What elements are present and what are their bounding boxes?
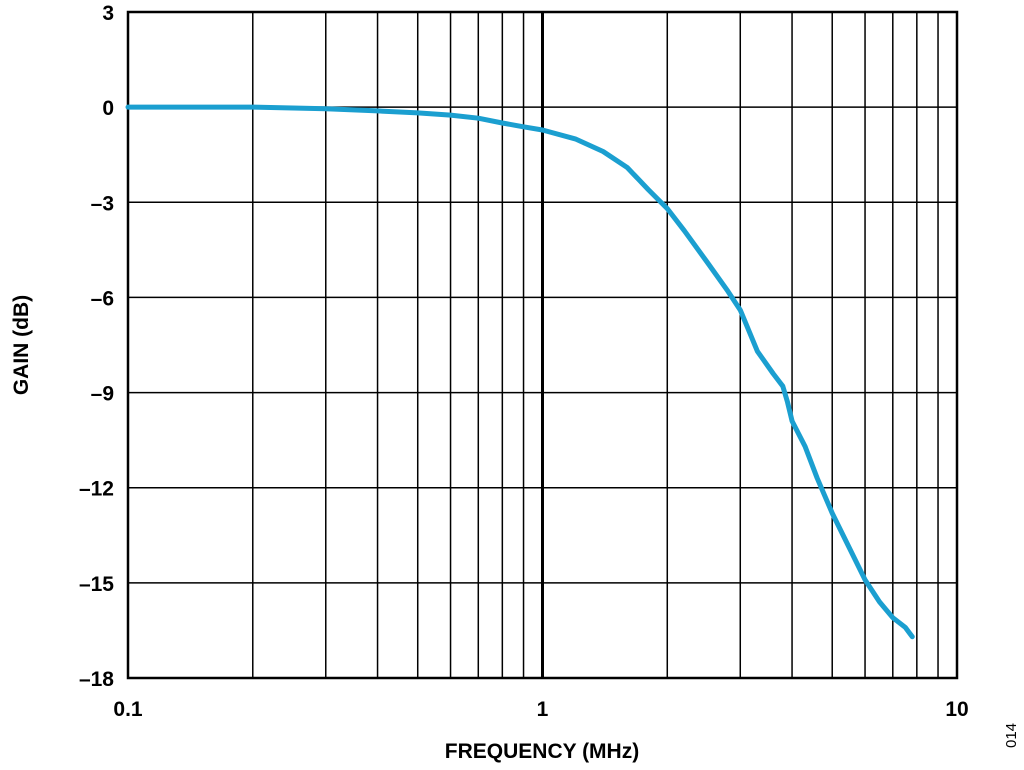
plot-frame bbox=[126, 10, 959, 680]
y-axis-title: GAIN (dB) bbox=[10, 295, 33, 395]
y-tick-label: –3 bbox=[91, 192, 114, 215]
y-tick-label: 3 bbox=[102, 2, 114, 25]
x-tick-label: 1 bbox=[537, 698, 549, 721]
x-tick-label: 10 bbox=[945, 698, 968, 721]
gain-curve bbox=[125, 104, 915, 640]
y-tick-labels: 3 0 –3 –6 –9 –12 –15 –18 bbox=[79, 2, 114, 691]
y-tick-label: –18 bbox=[79, 668, 114, 691]
y-tick-label: –9 bbox=[91, 383, 114, 406]
x-tick-label: 0.1 bbox=[113, 698, 143, 721]
figure-id: 014 bbox=[1003, 723, 1020, 748]
y-tick-label: –15 bbox=[79, 573, 114, 596]
y-tick-label: –6 bbox=[91, 287, 114, 310]
x-tick-labels: 0.1 1 10 bbox=[113, 698, 968, 721]
y-tick-label: –12 bbox=[79, 478, 114, 501]
grid bbox=[128, 12, 957, 678]
x-axis-title: FREQUENCY (MHz) bbox=[445, 740, 639, 763]
y-tick-label: 0 bbox=[102, 97, 114, 120]
